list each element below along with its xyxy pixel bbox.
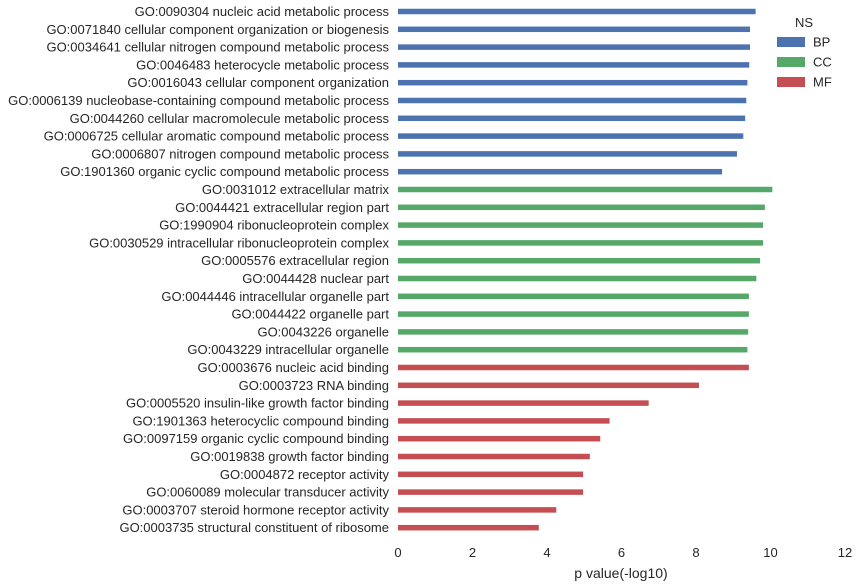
category-label-5: GO:0016043 cellular component organizati… xyxy=(127,75,389,90)
bar-bp-5 xyxy=(398,79,748,86)
category-label-1: GO:0090304 nucleic acid metabolic proces… xyxy=(135,4,390,19)
bar-mf-29 xyxy=(398,507,557,513)
category-label-30: GO:0003735 structural constituent of rib… xyxy=(119,520,389,535)
bar-bp-8 xyxy=(398,133,744,139)
category-label-27: GO:0004872 receptor activity xyxy=(220,467,390,482)
category-label-4: GO:0046483 heterocycle metabolic process xyxy=(136,57,389,72)
category-label-24: GO:1901363 heterocyclic compound binding xyxy=(132,413,389,428)
category-label-12: GO:0044421 extracellular region part xyxy=(175,200,389,215)
category-label-2: GO:0071840 cellular component organizati… xyxy=(46,22,389,37)
bar-mf-22 xyxy=(398,382,699,389)
bar-cc-20 xyxy=(398,346,748,353)
category-label-8: GO:0006725 cellular aromatic compound me… xyxy=(44,129,390,144)
category-label-29: GO:0003707 steroid hormone receptor acti… xyxy=(122,502,389,517)
category-label-19: GO:0043226 organelle xyxy=(257,324,389,339)
category-label-22: GO:0003723 RNA binding xyxy=(239,378,389,393)
category-label-28: GO:0060089 molecular transducer activity xyxy=(146,485,389,500)
x-tick-label-0: 0 xyxy=(394,545,401,560)
bar-mf-23 xyxy=(398,400,649,406)
bar-mf-25 xyxy=(398,435,601,442)
x-tick-label-12: 12 xyxy=(838,545,852,560)
category-label-25: GO:0097159 organic cyclic compound bindi… xyxy=(123,431,389,446)
bar-cc-18 xyxy=(398,311,749,317)
bar-cc-12 xyxy=(398,204,765,211)
bar-mf-26 xyxy=(398,453,590,460)
category-label-20: GO:0043229 intracellular organelle xyxy=(187,342,389,357)
category-label-16: GO:0044428 nuclear part xyxy=(242,271,389,286)
bar-mf-27 xyxy=(398,471,584,478)
legend-label-mf: MF xyxy=(813,75,832,90)
bar-mf-28 xyxy=(398,489,584,495)
bar-bp-9 xyxy=(398,151,737,157)
x-tick-label-2: 2 xyxy=(469,545,476,560)
category-label-6: GO:0006139 nucleobase-containing compoun… xyxy=(8,93,389,108)
bar-bp-6 xyxy=(398,97,747,104)
category-label-23: GO:0005520 insulin-like growth factor bi… xyxy=(126,396,389,411)
bar-cc-15 xyxy=(398,257,761,264)
category-label-26: GO:0019838 growth factor binding xyxy=(190,449,389,464)
legend-label-cc: CC xyxy=(813,55,832,70)
bar-cc-16 xyxy=(398,275,757,282)
bar-bp-3 xyxy=(398,44,751,50)
bar-bp-4 xyxy=(398,62,750,68)
bar-cc-17 xyxy=(398,293,749,300)
legend-entries: BP CC MF xyxy=(777,35,832,90)
category-label-21: GO:0003676 nucleic acid binding xyxy=(197,360,389,375)
category-label-17: GO:0044446 intracellular organelle part xyxy=(161,289,389,304)
category-label-18: GO:0044422 organelle part xyxy=(231,307,389,322)
x-tick-label-8: 8 xyxy=(692,545,699,560)
bar-cc-13 xyxy=(398,222,764,228)
category-label-3: GO:0034641 cellular nitrogen compound me… xyxy=(46,40,389,55)
x-axis-label: p value(-log10) xyxy=(574,565,667,581)
category-labels: GO:0090304 nucleic acid metabolic proces… xyxy=(8,4,389,535)
bar-bp-1 xyxy=(398,8,756,15)
x-tick-label-6: 6 xyxy=(618,545,625,560)
bar-cc-14 xyxy=(398,240,764,246)
legend-swatch-bp xyxy=(777,37,805,47)
legend-label-bp: BP xyxy=(813,35,830,50)
bars-layer xyxy=(398,8,773,531)
bar-bp-10 xyxy=(398,168,723,175)
category-label-15: GO:0005576 extracellular region xyxy=(201,253,389,268)
x-tick-label-10: 10 xyxy=(763,545,777,560)
bar-cc-19 xyxy=(398,329,749,335)
category-label-11: GO:0031012 extracellular matrix xyxy=(202,182,390,197)
category-label-9: GO:0006807 nitrogen compound metabolic p… xyxy=(91,146,389,161)
category-label-14: GO:0030529 intracellular ribonucleoprote… xyxy=(89,235,389,250)
bar-cc-11 xyxy=(398,186,773,193)
category-label-13: GO:1990904 ribonucleoprotein complex xyxy=(159,218,389,233)
legend: NS BP CC MF xyxy=(777,15,832,90)
bar-bp-2 xyxy=(398,26,751,33)
bar-mf-30 xyxy=(398,524,539,531)
x-tick-label-4: 4 xyxy=(543,545,550,560)
bar-mf-21 xyxy=(398,364,749,371)
legend-swatch-cc xyxy=(777,57,805,67)
bar-mf-24 xyxy=(398,418,610,424)
x-axis-ticks: 0 2 4 6 8 10 12 xyxy=(394,545,852,560)
bar-bp-7 xyxy=(398,115,746,122)
category-label-7: GO:0044260 cellular macromolecule metabo… xyxy=(70,111,390,126)
legend-swatch-mf xyxy=(777,77,805,87)
category-label-10: GO:1901360 organic cyclic compound metab… xyxy=(60,164,389,179)
legend-title: NS xyxy=(795,15,813,30)
